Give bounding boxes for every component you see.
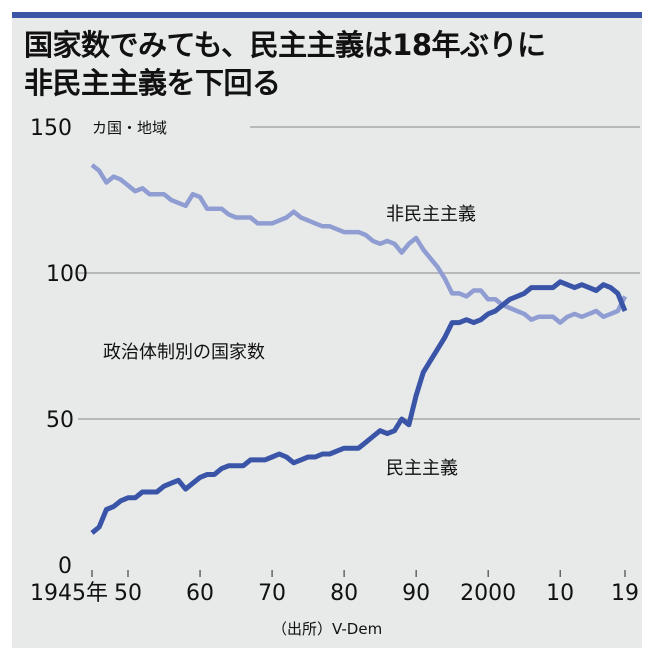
x-tick-label: 80 — [330, 581, 358, 606]
x-tick-label: 1945年 — [30, 581, 108, 606]
x-tick-label: 19 — [611, 581, 639, 606]
chart-panel — [12, 12, 642, 648]
chart-title: 国家数でみても、民主主義は18年ぶりに 非民主主義を下回る — [24, 26, 546, 102]
legend-label-non-democracy: 非民主主義 — [386, 204, 476, 225]
x-tick-label: 2000 — [460, 581, 516, 606]
series-line-democracy — [90, 279, 628, 535]
legend-label-democracy: 民主主義 — [386, 458, 458, 479]
series-line-non-democracy — [90, 163, 628, 325]
x-tick-label: 10 — [546, 581, 574, 606]
y-tick-label: 150 — [30, 116, 72, 141]
y-tick-label: 100 — [46, 262, 88, 287]
x-tick-label: 90 — [402, 581, 430, 606]
chart-subtitle: 政治体制別の国家数 — [103, 342, 265, 363]
y-axis-unit: カ国・地域 — [92, 119, 167, 137]
y-tick-label: 50 — [46, 408, 74, 433]
x-tick-label: 70 — [258, 581, 286, 606]
source-note: （出所）V-Dem — [272, 620, 382, 638]
title-line-1: 国家数でみても、民主主義は18年ぶりに — [24, 28, 546, 62]
y-tick-label: 0 — [58, 554, 72, 579]
title-line-2: 非民主主義を下回る — [24, 66, 281, 100]
x-tick-label: 60 — [186, 581, 214, 606]
x-tick-label: 50 — [114, 581, 142, 606]
